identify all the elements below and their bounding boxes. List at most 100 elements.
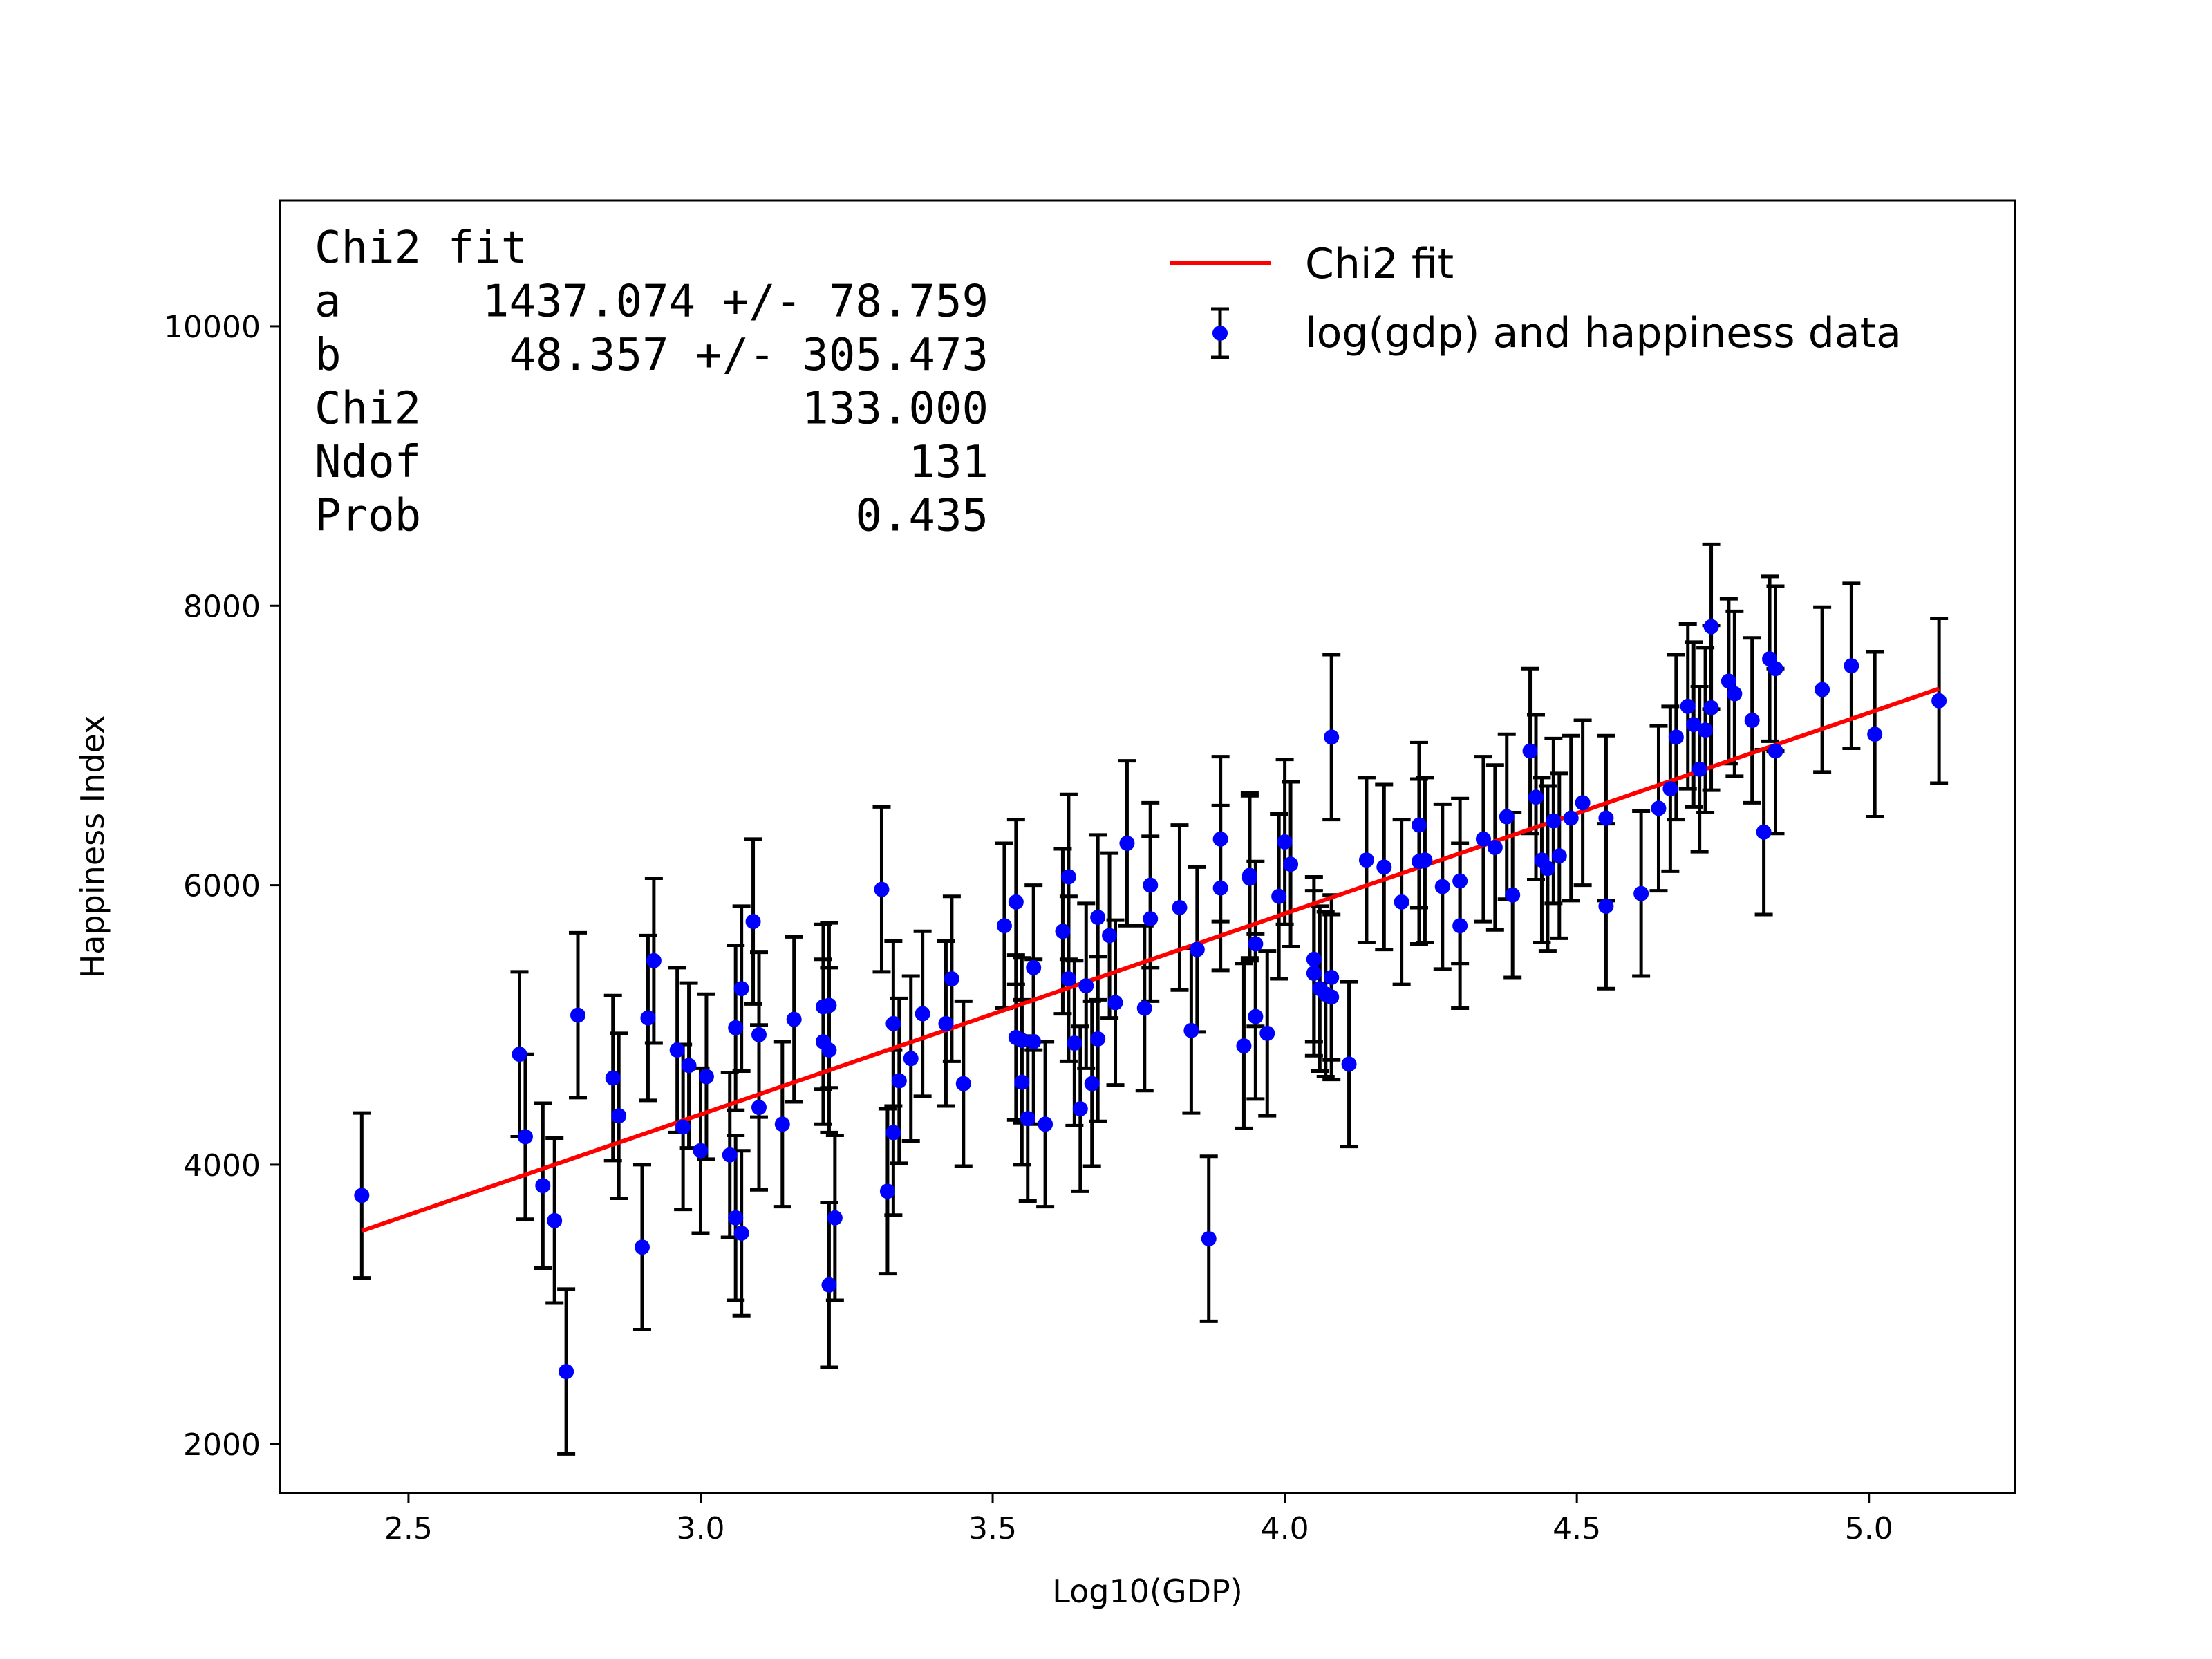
legend-label-chi2-fit: Chi2 fit: [1305, 240, 1454, 288]
fit-box-key: Chi2: [315, 384, 421, 435]
data-point: [1528, 789, 1544, 805]
fit-box-value: 1437.074 +/- 78.759: [482, 276, 988, 328]
data-point: [1376, 859, 1392, 875]
data-point: [885, 1015, 901, 1031]
legend-label-data: log(gdp) and happiness data: [1305, 309, 1902, 357]
data-point: [559, 1364, 574, 1380]
data-point: [1341, 1056, 1357, 1072]
data-point: [1259, 1025, 1275, 1041]
fit-line: [361, 686, 1940, 1233]
data-point: [1452, 873, 1468, 889]
data-point: [1452, 918, 1468, 934]
data-point: [1703, 700, 1719, 715]
data-point: [891, 1073, 907, 1089]
y-tick-label: 4000: [183, 1148, 261, 1183]
data-point: [1136, 1000, 1152, 1016]
data-point: [1055, 924, 1071, 939]
data-point: [827, 1210, 843, 1226]
data-point: [1505, 887, 1521, 903]
data-point: [1212, 831, 1228, 847]
data-point: [1277, 834, 1293, 850]
legend-errorbar-marker: [1211, 307, 1229, 359]
data-point: [1598, 810, 1614, 826]
fit-box-key: Chi2 fit: [315, 223, 527, 274]
data-point: [915, 1006, 930, 1022]
fit-box-value: 133.000: [802, 384, 988, 435]
data-point: [733, 1225, 749, 1241]
data-point: [1212, 880, 1228, 896]
x-tick-label: 2.5: [384, 1511, 433, 1546]
data-point: [1038, 1116, 1053, 1132]
plot-frame: [279, 199, 2016, 1494]
data-point: [1434, 879, 1450, 894]
fit-box-value: 48.357 +/- 305.473: [509, 330, 988, 381]
data-point: [675, 1119, 691, 1135]
fit-box-key: b: [315, 330, 341, 381]
data-point: [1475, 831, 1491, 847]
fit-box-key: Ndof: [315, 437, 421, 488]
fit-box-key: a: [315, 276, 341, 328]
data-point: [1551, 848, 1567, 864]
data-point: [1020, 1111, 1035, 1127]
fit-box-value: 131: [908, 437, 988, 488]
data-point: [1026, 1034, 1042, 1050]
data-point: [821, 997, 837, 1013]
data-point: [1744, 713, 1760, 729]
data-point: [1271, 888, 1287, 904]
data-point: [1931, 693, 1947, 709]
data-point: [1026, 959, 1042, 975]
data-point: [1575, 795, 1591, 811]
fit-box-key: Prob: [315, 491, 421, 542]
data-point: [1721, 673, 1736, 689]
data-point: [1651, 800, 1667, 816]
data-point: [1248, 1009, 1264, 1024]
data-point: [693, 1143, 709, 1159]
x-tick-label: 4.5: [1553, 1511, 1601, 1546]
data-point: [1662, 781, 1678, 797]
data-point: [1241, 868, 1257, 883]
data-point: [1283, 856, 1299, 872]
data-point: [1119, 835, 1135, 851]
data-point: [1143, 877, 1159, 893]
data-point: [517, 1129, 533, 1145]
data-point: [698, 1069, 714, 1085]
data-point: [1306, 951, 1322, 967]
data-layer: [353, 542, 1949, 1456]
data-point: [1691, 761, 1707, 777]
data-point: [996, 918, 1012, 934]
data-point: [681, 1058, 697, 1074]
data-point: [1563, 810, 1579, 826]
data-point: [512, 1047, 527, 1062]
data-point: [1236, 1038, 1252, 1054]
x-axis-label: Log10(GDP): [1052, 1573, 1242, 1610]
data-point: [1844, 658, 1859, 674]
data-point: [1014, 1032, 1030, 1048]
data-point: [1072, 1101, 1088, 1117]
data-point: [751, 1100, 767, 1116]
data-point: [547, 1212, 563, 1228]
data-point: [1417, 852, 1433, 868]
data-point: [1014, 1074, 1030, 1090]
data-point: [1102, 928, 1118, 944]
data-point: [944, 971, 959, 987]
data-point: [1686, 717, 1702, 733]
data-point: [1522, 743, 1538, 759]
data-point: [1172, 899, 1188, 915]
data-point: [1698, 722, 1714, 738]
data-point: [1084, 1076, 1100, 1091]
data-point: [1680, 698, 1696, 714]
data-point: [885, 1125, 901, 1141]
x-tick-label: 4.0: [1261, 1511, 1309, 1546]
data-point: [1189, 941, 1205, 957]
data-point: [1143, 911, 1159, 927]
data-point: [1768, 661, 1783, 677]
data-point: [1078, 978, 1094, 994]
data-point: [874, 881, 890, 897]
data-point: [634, 1239, 650, 1255]
legend: Chi2 fit log(gdp) and happiness data: [1170, 240, 1902, 359]
data-point: [1060, 971, 1076, 987]
data-point: [646, 953, 662, 968]
